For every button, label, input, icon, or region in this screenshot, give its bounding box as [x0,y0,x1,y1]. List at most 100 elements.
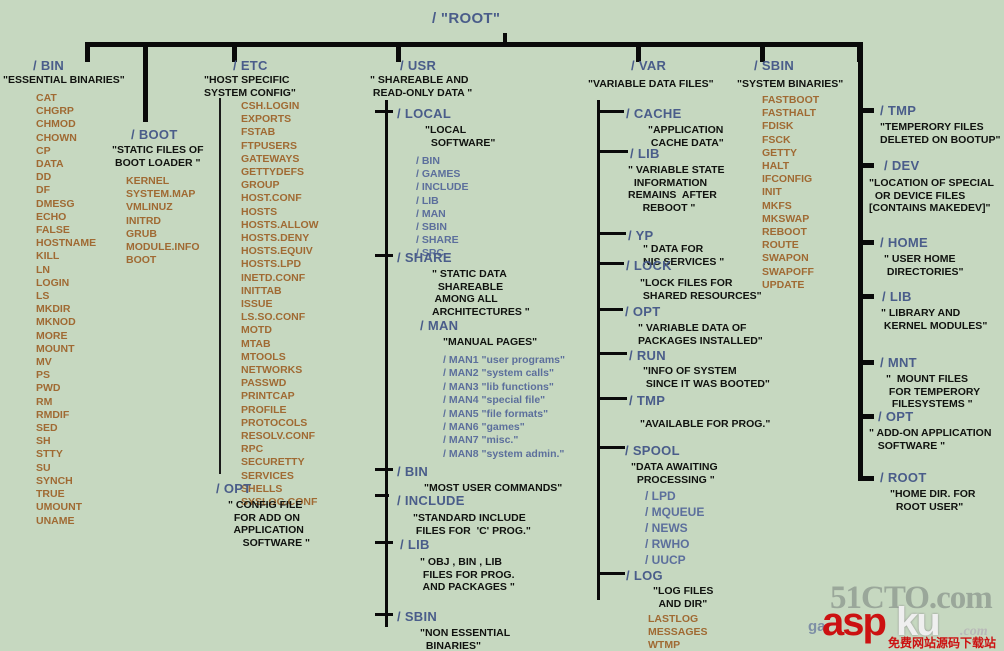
dir-var-lock-desc: "LOCK FILES FOR SHARED RESOURCES" [640,277,762,302]
right-tick-lib [858,294,874,299]
dir-opt-desc: " ADD-ON APPLICATION SOFTWARE " [869,427,992,452]
dir-var-spool-label: / SPOOL [625,443,680,458]
dir-etc-opt-label: / OPT [216,481,252,496]
watermark: 51CTO.com ga asp ku .com 免费网站源码下载站 [800,578,1004,651]
usr-tick-share [375,254,393,257]
man-section-list: / MAN1 "user programs" / MAN2 "system ca… [443,354,565,460]
usr-tick-sbin [375,613,393,616]
right-tick-mnt [858,360,874,365]
main-bus-line [85,42,862,47]
dir-var-log-desc: "LOG FILES AND DIR" [653,585,714,610]
dir-var-cache-label: / CACHE [626,106,682,121]
dir-bin-desc: "ESSENTIAL BINARIES" [3,74,125,86]
usr-tick-bin [375,468,393,471]
dir-var-label: / VAR [631,58,667,73]
dir-usr-lib-desc: " OBJ , BIN , LIB FILES FOR PROG. AND PA… [420,556,515,593]
dir-var-tmp-label: / TMP [629,393,666,408]
dir-boot-desc: "STATIC FILES OF BOOT LOADER " [112,144,204,169]
dir-sbin-label: / SBIN [754,58,795,73]
right-tick-home [858,240,874,245]
drop-sbin [760,42,765,62]
etc-spine-line [219,98,221,474]
dir-etc-label: / ETC [233,58,268,73]
dir-var-lib-label: / LIB [630,146,660,161]
dir-home-label: / HOME [880,235,929,250]
right-tick-dev [858,163,874,168]
dir-tmp-label: / TMP [880,103,917,118]
dir-home-desc: " USER HOME DIRECTORIES" [884,253,964,278]
var-tick-lock [597,262,624,265]
var-tick-opt [597,308,623,311]
var-tick-yp [597,232,626,235]
var-tick-tmp [597,397,627,400]
right-tick-tmp [858,108,874,113]
dir-usr-desc: " SHAREABLE AND READ-ONLY DATA " [370,74,473,99]
etc-file-list: CSH.LOGIN EXPORTS FSTAB FTPUSERS GATEWAY… [241,100,319,509]
usr-tick-local [375,110,393,113]
dir-usr-bin-label: / BIN [397,464,429,479]
dir-lib-desc: " LIBRARY AND KERNEL MODULES" [881,307,988,332]
root-node-label: / "ROOT" [432,10,501,27]
dir-root-desc: "HOME DIR. FOR ROOT USER" [890,488,976,513]
dir-usr-local-label: / LOCAL [397,106,452,121]
dir-mnt-label: / MNT [880,355,917,370]
dir-root-label: / ROOT [880,470,927,485]
dir-boot-label: / BOOT [131,127,178,142]
dir-etc-desc: "HOST SPECIFIC SYSTEM CONFIG" [204,74,296,99]
right-tick-root [858,476,874,481]
usr-spine-line [385,100,388,627]
dir-usr-include-label: / INCLUDE [397,493,465,508]
drop-boot [143,42,148,122]
dir-dev-label: / DEV [884,158,920,173]
dir-var-spool-desc: "DATA AWAITING PROCESSING " [631,461,718,486]
dir-usr-include-desc: "STANDARD INCLUDE FILES FOR 'C' PROG." [413,512,531,537]
dir-var-yp-desc: " DATA FOR NIS SERVICES " [643,243,725,268]
usr-tick-lib [375,541,393,544]
dir-var-desc: "VARIABLE DATA FILES" [588,78,714,90]
var-spool-subdir-list: / LPD / MQUEUE / NEWS / RWHO / UUCP [645,489,705,567]
dir-usr-sbin-desc: "NON ESSENTIAL BINARIES" [420,627,511,651]
var-tick-lib [597,150,628,153]
watermark-ku-text: ku [896,600,941,644]
dir-usr-sbin-label: / SBIN [397,609,438,624]
dir-var-opt-desc: " VARIABLE DATA OF PACKAGES INSTALLED" [638,322,763,347]
dir-opt-label: / OPT [878,409,914,424]
dir-var-lib-desc: " VARIABLE STATE INFORMATION REMAINS AFT… [628,164,725,214]
dir-usr-lib-label: / LIB [400,537,430,552]
watermark-dotcom-text: .com [960,624,988,639]
var-log-file-list: LASTLOG MESSAGES WTMP [648,613,708,651]
dir-usr-label: / USR [400,58,437,73]
dir-var-run-desc: "INFO OF SYSTEM SINCE IT WAS BOOTED" [643,365,770,390]
root-stem [503,33,507,45]
dir-bin-label: / BIN [33,58,65,73]
sbin-file-list: FASTBOOT FASTHALT FDISK FSCK GETTY HALT … [762,94,820,291]
watermark-chinese-text: 免费网站源码下载站 [888,636,997,650]
boot-file-list: KERNEL SYSTEM.MAP VMLINUZ INITRD GRUB MO… [126,175,200,267]
watermark-51cto-text: 51CTO.com [830,580,993,616]
dir-var-opt-label: / OPT [625,304,661,319]
var-tick-cache [597,110,624,113]
dir-usr-share-label: / SHARE [397,250,452,265]
right-tick-opt [858,414,874,419]
dir-dev-desc: "LOCATION OF SPECIAL OR DEVICE FILES [CO… [869,177,994,214]
dir-mnt-desc: " MOUNT FILES FOR TEMPERORY FILESYSTEMS … [886,373,981,410]
var-tick-run [597,352,627,355]
drop-bin [85,42,90,62]
drop-var [636,42,641,62]
dir-sbin-desc: "SYSTEM BINARIES" [737,78,844,90]
dir-etc-opt-desc: " CONFIG FILE FOR ADD ON APPLICATION SOF… [228,499,310,549]
dir-var-cache-desc: "APPLICATION CACHE DATA" [648,124,724,149]
drop-usr [396,42,401,62]
usr-tick-include [375,494,389,497]
dir-usr-share-desc: " STATIC DATA SHAREABLE AMONG ALL ARCHIT… [432,268,530,318]
watermark-ga-text: ga [808,618,826,635]
var-tick-log [597,572,625,575]
dir-tmp-desc: "TEMPERORY FILES DELETED ON BOOTUP" [880,121,1001,146]
dir-usr-share-man-desc: "MANUAL PAGES" [443,336,538,348]
usr-local-subdir-list: / BIN / GAMES / INCLUDE / LIB / MAN / SB… [416,155,469,260]
dir-var-log-label: / LOG [626,568,663,583]
drop-etc [232,42,237,62]
dir-var-run-label: / RUN [629,348,666,363]
dir-usr-bin-desc: "MOST USER COMMANDS" [424,482,563,494]
